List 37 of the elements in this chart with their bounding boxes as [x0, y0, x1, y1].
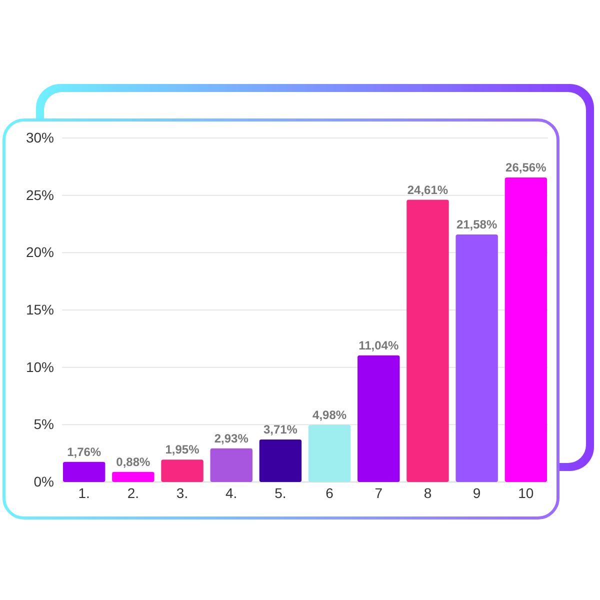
data-label: 24,61% [407, 182, 448, 197]
bar [161, 460, 204, 482]
data-label: 1,76% [67, 444, 102, 459]
data-label: 2,93% [214, 431, 249, 446]
data-label: 21,58% [456, 218, 498, 232]
y-tick-label: 0% [34, 473, 54, 490]
y-tick-label: 15% [26, 301, 54, 318]
x-tick-label: 7 [374, 484, 383, 501]
y-tick-label: 10% [26, 358, 54, 375]
bar [210, 448, 252, 482]
bar [504, 177, 548, 482]
bar [112, 472, 154, 482]
data-label: 0,88% [116, 454, 151, 469]
x-tick-label: 9 [472, 484, 481, 501]
bar [62, 462, 106, 482]
y-tick-label: 30% [26, 129, 54, 146]
x-tick-label: 5. [274, 484, 286, 501]
x-tick-label: 2. [127, 484, 140, 501]
x-tick-label: 1. [78, 484, 90, 501]
data-label: 3,71% [263, 422, 298, 436]
bar [358, 355, 400, 482]
x-tick-label: 8 [424, 484, 432, 501]
x-tick-label: 10 [518, 484, 534, 501]
x-tick-label: 6 [326, 484, 334, 501]
data-label: 1,95% [165, 442, 200, 457]
bar [259, 439, 302, 482]
x-tick-label: 4. [226, 484, 238, 501]
data-label: 4,98% [312, 408, 347, 422]
y-tick-label: 25% [26, 186, 54, 203]
bar [308, 424, 351, 482]
bar [456, 234, 498, 482]
y-tick-label: 20% [26, 244, 54, 260]
y-tick-label: 5% [34, 416, 54, 432]
bar [406, 200, 449, 482]
data-label: 11,04% [358, 338, 399, 352]
x-tick-label: 3. [176, 484, 188, 501]
data-label: 26,56% [506, 160, 547, 174]
